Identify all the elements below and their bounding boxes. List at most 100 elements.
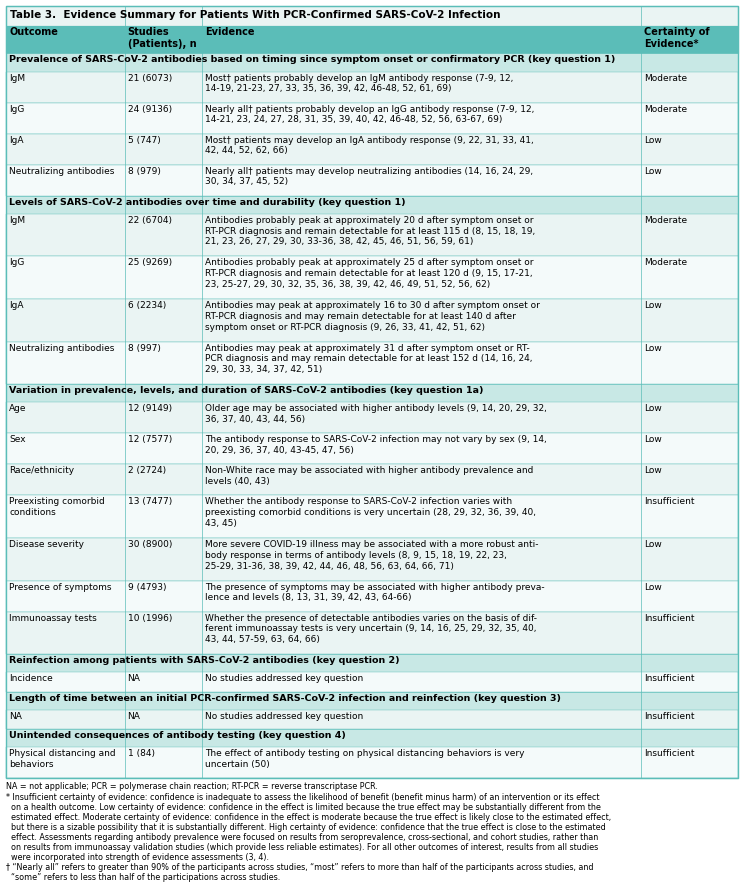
Bar [6,71,738,102]
Text: Low: Low [644,344,662,353]
Text: 12 (7577): 12 (7577) [127,436,172,445]
Bar [6,384,738,403]
Text: IgA: IgA [9,301,24,310]
Text: Whether the antibody response to SARS-CoV-2 infection varies with
preexisting co: Whether the antibody response to SARS-Co… [205,497,536,528]
Text: Nearly all† patients may develop neutralizing antibodies (14, 16, 24, 29,
30, 34: Nearly all† patients may develop neutral… [205,167,533,186]
Text: Moderate: Moderate [644,104,687,113]
Text: Most† patients probably develop an IgM antibody response (7-9, 12,
14-19, 21-23,: Most† patients probably develop an IgM a… [205,74,513,94]
Text: but there is a sizable possibility that it is substantially different. High cert: but there is a sizable possibility that … [6,822,606,831]
Text: 6 (2234): 6 (2234) [127,301,166,310]
Text: Neutralizing antibodies: Neutralizing antibodies [9,344,115,353]
Text: Insufficient: Insufficient [644,497,695,506]
Text: Sex: Sex [9,436,25,445]
Bar [6,710,738,730]
Text: 30 (8900): 30 (8900) [127,540,172,549]
Text: Antibodies may peak at approximately 31 d after symptom onset or RT-
PCR diagnos: Antibodies may peak at approximately 31 … [205,344,533,374]
Text: Low: Low [644,301,662,310]
Bar [6,433,738,464]
Bar [6,165,738,196]
Bar [6,53,738,71]
Text: IgM: IgM [9,216,25,225]
Bar [6,102,738,134]
Bar [6,538,738,581]
Text: Variation in prevalence, levels, and duration of SARS-CoV-2 antibodies (key ques: Variation in prevalence, levels, and dur… [9,387,484,396]
Text: Outcome: Outcome [9,27,58,37]
Bar [6,495,738,538]
Text: Insufficient: Insufficient [644,712,695,721]
Text: 1 (84): 1 (84) [127,749,155,758]
Text: 25 (9269): 25 (9269) [127,258,172,267]
Text: Antibodies probably peak at approximately 20 d after symptom onset or
RT-PCR dia: Antibodies probably peak at approximatel… [205,216,536,246]
Text: Neutralizing antibodies: Neutralizing antibodies [9,167,115,176]
Text: effect. Assessments regarding antibody prevalence were focused on results from s: effect. Assessments regarding antibody p… [6,833,598,842]
Bar [6,6,738,26]
Bar [6,6,738,779]
Text: 9 (4793): 9 (4793) [127,583,166,592]
Text: Moderate: Moderate [644,74,687,83]
Text: Nearly all† patients probably develop an IgG antibody response (7-9, 12,
14-21, : Nearly all† patients probably develop an… [205,104,534,125]
Text: The antibody response to SARS-CoV-2 infection may not vary by sex (9, 14,
20, 29: The antibody response to SARS-CoV-2 infe… [205,436,547,455]
Text: † “Nearly all” refers to greater than 90% of the participants across studies, “m: † “Nearly all” refers to greater than 90… [6,862,594,872]
Text: The effect of antibody testing on physical distancing behaviors is very
uncertai: The effect of antibody testing on physic… [205,749,525,769]
Text: Reinfection among patients with SARS-CoV-2 antibodies (key question 2): Reinfection among patients with SARS-CoV… [9,657,400,666]
Text: Non-White race may be associated with higher antibody prevalence and
levels (40,: Non-White race may be associated with hi… [205,466,533,486]
Text: 24 (9136): 24 (9136) [127,104,172,113]
Text: Preexisting comorbid
conditions: Preexisting comorbid conditions [9,497,105,517]
Bar [6,612,738,654]
Text: NA: NA [127,712,141,721]
Bar [6,26,738,53]
Bar [6,654,738,673]
Text: Low: Low [644,436,662,445]
Bar [6,730,738,748]
Text: No studies addressed key question: No studies addressed key question [205,712,363,721]
Text: on results from immunoassay validation studies (which provide less reliable esti: on results from immunoassay validation s… [6,843,598,852]
Text: NA: NA [9,712,22,721]
Bar [6,403,738,433]
Text: on a health outcome. Low certainty of evidence: confidence in the effect is limi: on a health outcome. Low certainty of ev… [6,803,601,812]
Text: Low: Low [644,405,662,413]
Text: 8 (979): 8 (979) [127,167,161,176]
Text: IgG: IgG [9,104,25,113]
Text: 5 (747): 5 (747) [127,135,161,144]
Text: Evidence: Evidence [205,27,254,37]
Text: Low: Low [644,583,662,592]
Text: Insufficient: Insufficient [644,674,695,683]
Text: 22 (6704): 22 (6704) [127,216,172,225]
Text: Length of time between an initial PCR-confirmed SARS-CoV-2 infection and reinfec: Length of time between an initial PCR-co… [9,694,561,703]
Text: Prevalence of SARS-CoV-2 antibodies based on timing since symptom onset or confi: Prevalence of SARS-CoV-2 antibodies base… [9,55,615,64]
Text: Presence of symptoms: Presence of symptoms [9,583,112,592]
Bar [6,341,738,384]
Bar [6,692,738,710]
Text: Low: Low [644,135,662,144]
Text: 10 (1996): 10 (1996) [127,614,172,623]
Bar [6,673,738,692]
Text: Antibodies may peak at approximately 16 to 30 d after symptom onset or
RT-PCR di: Antibodies may peak at approximately 16 … [205,301,540,331]
Text: Age: Age [9,405,27,413]
Text: Insufficient: Insufficient [644,614,695,623]
Text: Disease severity: Disease severity [9,540,84,549]
Text: Table 3.  Evidence Summary for Patients With PCR-Confirmed SARS-CoV-2 Infection: Table 3. Evidence Summary for Patients W… [10,10,501,20]
Text: were incorporated into strength of evidence assessments (3, 4).: were incorporated into strength of evide… [6,853,269,862]
Text: More severe COVID-19 illness may be associated with a more robust anti-
body res: More severe COVID-19 illness may be asso… [205,540,539,570]
Text: Unintended consequences of antibody testing (key question 4): Unintended consequences of antibody test… [9,732,346,740]
Text: Moderate: Moderate [644,258,687,267]
Text: Insufficient: Insufficient [644,749,695,758]
Text: * Insufficient certainty of evidence: confidence is inadequate to assess the lik: * Insufficient certainty of evidence: co… [6,792,600,802]
Text: estimated effect. Moderate certainty of evidence: confidence in the effect is mo: estimated effect. Moderate certainty of … [6,813,611,822]
Text: Antibodies probably peak at approximately 25 d after symptom onset or
RT-PCR dia: Antibodies probably peak at approximatel… [205,258,533,289]
Bar [6,214,738,257]
Text: Whether the presence of detectable antibodies varies on the basis of dif-
ferent: Whether the presence of detectable antib… [205,614,537,644]
Text: The presence of symptoms may be associated with higher antibody preva-
lence and: The presence of symptoms may be associat… [205,583,545,602]
Text: Levels of SARS-CoV-2 antibodies over time and durability (key question 1): Levels of SARS-CoV-2 antibodies over tim… [9,198,405,207]
Text: IgM: IgM [9,74,25,83]
Text: No studies addressed key question: No studies addressed key question [205,674,363,683]
Text: Low: Low [644,466,662,476]
Text: Immunoassay tests: Immunoassay tests [9,614,97,623]
Bar [6,134,738,165]
Bar [6,464,738,495]
Bar [6,748,738,779]
Text: Physical distancing and
behaviors: Physical distancing and behaviors [9,749,115,769]
Text: Most† patients may develop an IgA antibody response (9, 22, 31, 33, 41,
42, 44, : Most† patients may develop an IgA antibo… [205,135,534,155]
Text: 8 (997): 8 (997) [127,344,161,353]
Text: “some” refers to less than half of the participations across studies.: “some” refers to less than half of the p… [6,873,280,882]
